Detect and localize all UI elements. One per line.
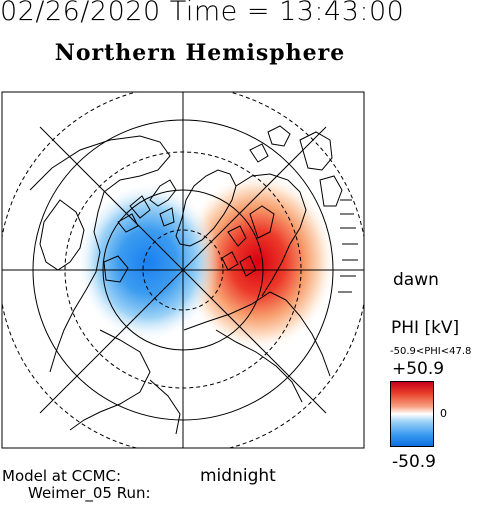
colorbar-title: PHI [kV] <box>391 318 460 338</box>
map-frame <box>1 91 365 449</box>
model-credit: Model at CCMC: <box>2 467 122 485</box>
hemisphere-title: Northern Hemisphere <box>54 40 346 66</box>
colorbar-min-label: -50.9 <box>392 452 436 472</box>
midnight-label: midnight <box>200 466 276 486</box>
map-edge-grid <box>338 199 358 293</box>
colorbar-max-label: +50.9 <box>392 359 445 379</box>
negative-potential-cell <box>76 182 220 342</box>
dawn-label: dawn <box>393 270 439 290</box>
date-time-title: 02/26/2020 Time = 13:43:00 <box>0 0 405 27</box>
meridian-line <box>39 126 327 414</box>
colorbar-range: -50.9<PHI<47.8 <box>390 346 472 357</box>
colorbar <box>390 381 434 447</box>
coastlines <box>29 125 343 435</box>
positive-potential-cell <box>180 172 336 352</box>
colorbar-zero-label: 0 <box>440 407 447 420</box>
run-credit: Weimer_05 Run: <box>28 484 151 502</box>
